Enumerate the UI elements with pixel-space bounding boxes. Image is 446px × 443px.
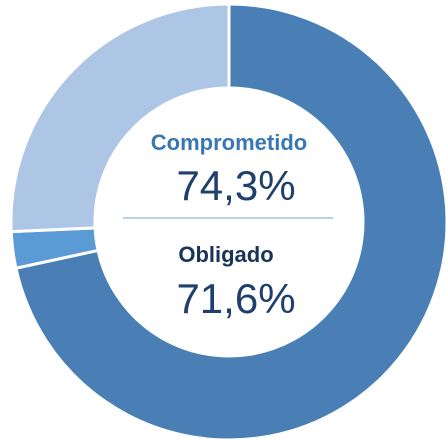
donut-segment: [9, 2, 231, 234]
center-value: 74,3%: [176, 162, 295, 209]
donut: [9, 2, 446, 442]
center-label: Obligado: [178, 242, 273, 267]
center-value: 71,6%: [176, 275, 295, 322]
donut-segment: [14, 2, 446, 442]
center-label: Comprometido: [151, 130, 307, 155]
